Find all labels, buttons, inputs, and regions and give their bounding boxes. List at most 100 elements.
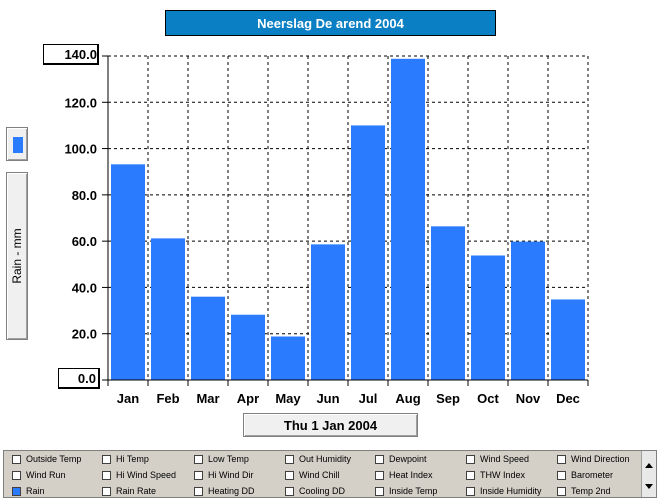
bar-sep [431,226,465,380]
series-checkbox[interactable] [557,454,566,464]
series-checkbox[interactable] [285,470,294,480]
bar-nov [511,241,545,380]
bar-aug [391,58,425,381]
x-tick-label: Jan [117,391,139,406]
series-option[interactable]: Hi Wind Dir [194,470,254,480]
series-option-label: Heat Index [389,470,433,480]
series-checkbox[interactable] [375,470,384,480]
series-checkbox[interactable] [194,454,203,464]
date-button[interactable]: Thu 1 Jan 2004 [243,413,418,437]
series-checkbox[interactable] [285,454,294,464]
series-checkbox[interactable] [557,486,566,496]
y-max-field[interactable]: 140.0 [43,44,99,65]
series-checkbox[interactable] [466,470,475,480]
series-option[interactable]: Rain Rate [102,486,156,496]
x-tick-label: Jun [316,391,339,406]
series-checkbox[interactable] [285,486,294,496]
scroll-down-icon[interactable] [645,484,653,489]
series-option-label: Cooling DD [299,486,346,496]
bar-may [271,336,305,380]
series-option-label: Temp 2nd [571,486,611,496]
series-checkbox[interactable] [102,486,111,496]
series-option-label: Hi Temp [116,454,149,464]
y-min-field[interactable]: 0.0 [58,368,100,389]
axes [102,55,589,386]
series-option[interactable]: Inside Humidity [466,486,542,496]
grid-lines [108,55,589,380]
series-color-button[interactable] [6,127,28,161]
y-tick-label: 40.0 [72,280,97,295]
series-option-label: Hi Wind Speed [116,470,177,480]
series-option[interactable]: Hi Wind Speed [102,470,176,480]
y-tick-label: 20.0 [72,327,97,342]
series-option[interactable]: Dewpoint [375,454,427,464]
series-option-label: Dewpoint [389,454,427,464]
bar-jul [351,125,385,380]
series-option[interactable]: Heating DD [194,486,255,496]
x-tick-labels: Jan Feb Mar Apr May Jun Jul Aug Sep Oct Nov Dec [117,391,580,406]
series-option-label: Wind Direction [571,454,630,464]
x-tick-label: Sep [436,391,460,406]
series-checkbox[interactable] [466,486,475,496]
series-option[interactable]: Wind Speed [466,454,529,464]
x-tick-label: Dec [556,391,580,406]
scroll-up-icon[interactable] [645,463,653,468]
x-tick-label: Jul [359,391,378,406]
x-tick-label: May [275,391,301,406]
series-option[interactable]: Inside Temp [375,486,437,496]
series-checkbox[interactable] [557,470,566,480]
x-tick-label: Mar [196,391,219,406]
series-option-label: Inside Humidity [480,486,542,496]
series-option-label: Out Humidity [299,454,352,464]
bars [111,58,585,381]
series-option[interactable]: Low Temp [194,454,249,464]
x-tick-label: Nov [516,391,541,406]
y-tick-label: 80.0 [72,188,97,203]
series-checkbox[interactable] [102,470,111,480]
series-option-label: Rain Rate [116,486,157,496]
series-option-label: Heating DD [208,486,255,496]
series-option[interactable]: Heat Index [375,470,433,480]
series-option-label: Low Temp [208,454,249,464]
series-option[interactable]: Hi Temp [102,454,149,464]
x-tick-label: Oct [477,391,499,406]
bar-jan [111,164,145,380]
series-option-label: THW Index [480,470,526,480]
series-option[interactable]: Wind Chill [285,470,340,480]
y-tick-label: 60.0 [72,234,97,249]
bar-dec [551,299,585,380]
y-axis-label-button[interactable]: Rain - mm [6,172,28,340]
x-tick-label: Aug [395,391,420,406]
series-option[interactable]: Wind Run [12,470,66,480]
series-option-label: Barometer [571,470,614,480]
series-option[interactable]: Cooling DD [285,486,345,496]
series-checkbox[interactable] [194,470,203,480]
series-option[interactable]: Rain [12,486,45,496]
series-checkbox[interactable] [12,486,21,496]
series-option-label: Outside Temp [26,454,82,464]
y-tick-label: 100.0 [64,142,97,157]
series-checkbox[interactable] [12,454,21,464]
bar-oct [471,255,505,380]
chart-title: Neerslag De arend 2004 [165,10,496,36]
series-checkbox[interactable] [194,486,203,496]
series-checkbox[interactable] [375,454,384,464]
series-option-label: Hi Wind Dir [208,470,254,480]
series-option[interactable]: Outside Temp [12,454,81,464]
series-option[interactable]: Out Humidity [285,454,351,464]
series-checkbox[interactable] [375,486,384,496]
series-checkbox[interactable] [12,470,21,480]
y-tick-labels: 20.0 40.0 60.0 80.0 100.0 120.0 [64,95,97,341]
series-checkbox[interactable] [102,454,111,464]
series-option[interactable]: Wind Direction [557,454,630,464]
bar-chart: 20.0 40.0 60.0 80.0 100.0 120.0 Jan Feb Mar Apr M… [64,55,589,406]
series-option[interactable]: Barometer [557,470,613,480]
y-axis-label: Rain - mm [10,228,24,284]
panel-scrollbar[interactable] [641,451,656,497]
y-tick-label: 120.0 [64,95,97,110]
bar-feb [151,238,185,380]
series-option[interactable]: THW Index [466,470,525,480]
series-checkbox[interactable] [466,454,475,464]
series-option[interactable]: Temp 2nd [557,486,611,496]
bar-mar [191,296,225,380]
